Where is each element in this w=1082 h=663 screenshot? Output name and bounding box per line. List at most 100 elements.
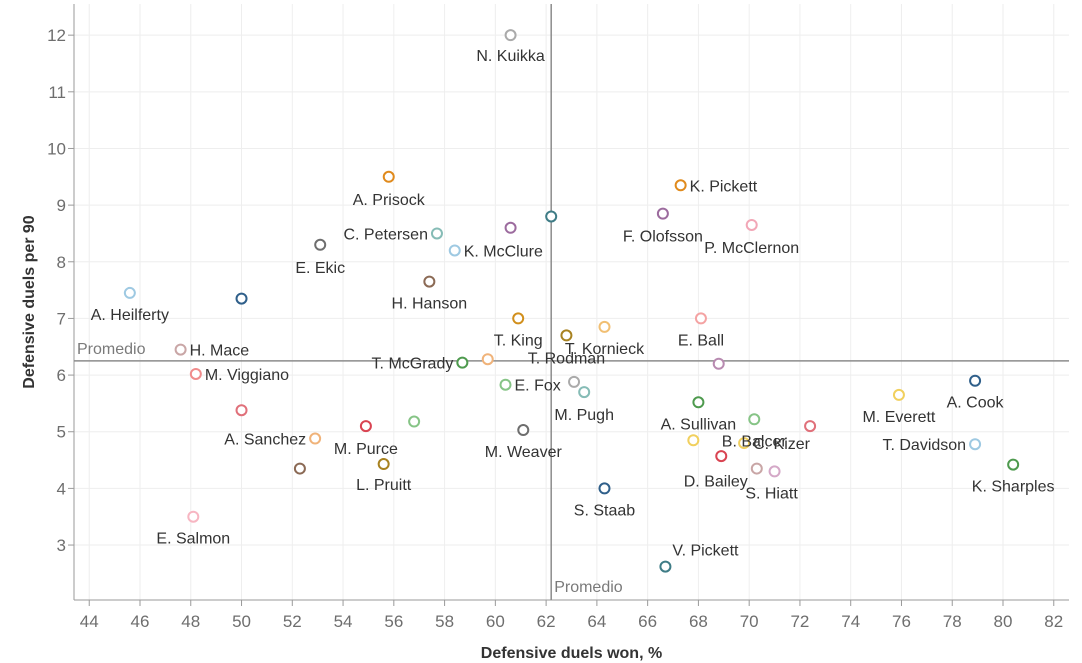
data-point[interactable] <box>430 227 443 240</box>
data-point[interactable] <box>235 292 248 305</box>
data-point[interactable] <box>359 420 372 433</box>
data-point[interactable] <box>804 420 817 433</box>
point-label: H. Hanson <box>392 296 468 313</box>
y-tick-label: 4 <box>57 479 66 498</box>
data-point[interactable] <box>578 386 591 399</box>
data-point[interactable] <box>423 275 436 288</box>
point-label: A. Sanchez <box>224 432 306 449</box>
data-point[interactable] <box>748 413 761 426</box>
data-point[interactable] <box>187 510 200 523</box>
data-point[interactable] <box>674 179 687 192</box>
data-point[interactable] <box>715 450 728 463</box>
data-point[interactable] <box>738 437 751 450</box>
data-point[interactable] <box>712 357 725 370</box>
point-label: E. Ekic <box>295 260 345 277</box>
data-point[interactable] <box>659 560 672 573</box>
data-point[interactable] <box>123 286 136 299</box>
data-point[interactable] <box>504 221 517 234</box>
y-tick-label: 12 <box>47 26 66 45</box>
point-label: M. Viggiano <box>205 367 289 384</box>
x-axis-title: Defensive duels won, % <box>481 645 662 662</box>
data-point[interactable] <box>499 378 512 391</box>
point-label: T. Kornieck <box>565 341 645 358</box>
data-point[interactable] <box>598 320 611 333</box>
point-label: M. Weaver <box>485 444 563 461</box>
data-point[interactable] <box>545 210 558 223</box>
data-point[interactable] <box>1007 458 1020 471</box>
y-tick-label: 3 <box>57 536 66 555</box>
data-point[interactable] <box>768 465 781 478</box>
point-label: D. Bailey <box>684 474 748 491</box>
point-label: V. Pickett <box>672 543 739 560</box>
point-label: A. Cook <box>947 395 1005 412</box>
data-point[interactable] <box>174 343 187 356</box>
point-label: T. Davidson <box>882 437 966 454</box>
y-tick-label: 11 <box>48 83 66 102</box>
data-point[interactable] <box>189 367 202 380</box>
y-tick-label: 9 <box>57 196 66 215</box>
data-point[interactable] <box>448 244 461 257</box>
data-point[interactable] <box>560 329 573 342</box>
point-label: C. Kizer <box>753 436 811 453</box>
point-label: M. Purce <box>334 441 398 458</box>
data-point[interactable] <box>314 238 327 251</box>
data-point[interactable] <box>694 312 707 325</box>
x-tick-label: 50 <box>232 612 251 631</box>
point-label: C. Petersen <box>343 226 427 243</box>
data-point[interactable] <box>481 353 494 366</box>
point-label: A. Sullivan <box>661 416 737 433</box>
point-label: S. Staab <box>574 502 635 519</box>
point-label: P. McClernon <box>704 240 799 257</box>
point-label: E. Salmon <box>156 531 230 548</box>
point-label: T. King <box>494 332 543 349</box>
y-tick-label: 8 <box>57 253 66 272</box>
data-point[interactable] <box>692 396 705 409</box>
data-point[interactable] <box>408 415 421 428</box>
data-points <box>123 29 1020 573</box>
x-tick-label: 64 <box>587 612 606 631</box>
data-point[interactable] <box>687 434 700 447</box>
data-point[interactable] <box>568 375 581 388</box>
data-point[interactable] <box>293 462 306 475</box>
x-tick-label: 46 <box>131 612 150 631</box>
data-point[interactable] <box>656 207 669 220</box>
x-tick-label: 56 <box>384 612 403 631</box>
point-label: B. Balcer <box>722 433 788 450</box>
data-point[interactable] <box>309 432 322 445</box>
data-point[interactable] <box>235 404 248 417</box>
point-label: N. Kuikka <box>476 48 545 65</box>
data-point[interactable] <box>382 170 395 183</box>
point-label: E. Fox <box>515 378 561 395</box>
data-point[interactable] <box>504 29 517 42</box>
data-point[interactable] <box>969 374 982 387</box>
x-tick-label: 78 <box>943 612 962 631</box>
x-tick-label: 62 <box>537 612 556 631</box>
data-point[interactable] <box>969 438 982 451</box>
point-label: M. Everett <box>862 409 935 426</box>
x-tick-label: 70 <box>740 612 759 631</box>
point-label: K. Pickett <box>690 178 758 195</box>
data-point[interactable] <box>512 312 525 325</box>
y-tick-label: 10 <box>47 139 66 158</box>
y-tick-label: 5 <box>57 423 66 442</box>
data-point[interactable] <box>377 458 390 471</box>
point-label: F. Olofsson <box>623 229 703 246</box>
data-point[interactable] <box>892 388 905 401</box>
point-label: A. Heilferty <box>91 307 169 324</box>
grid <box>74 4 1069 600</box>
y-tick-label: 6 <box>57 366 66 385</box>
data-point[interactable] <box>750 462 763 475</box>
x-tick-label: 66 <box>638 612 657 631</box>
point-label: S. Hiatt <box>745 485 798 502</box>
data-point[interactable] <box>456 356 469 369</box>
data-point[interactable] <box>745 218 758 231</box>
x-tick-label: 72 <box>790 612 809 631</box>
x-tick-label: 68 <box>689 612 708 631</box>
x-tick-label: 82 <box>1044 612 1063 631</box>
y-axis-title: Defensive duels per 90 <box>21 215 38 389</box>
data-point[interactable] <box>517 424 530 437</box>
x-average-label: Promedio <box>554 579 623 596</box>
data-point[interactable] <box>598 482 611 495</box>
x-tick-label: 58 <box>435 612 454 631</box>
